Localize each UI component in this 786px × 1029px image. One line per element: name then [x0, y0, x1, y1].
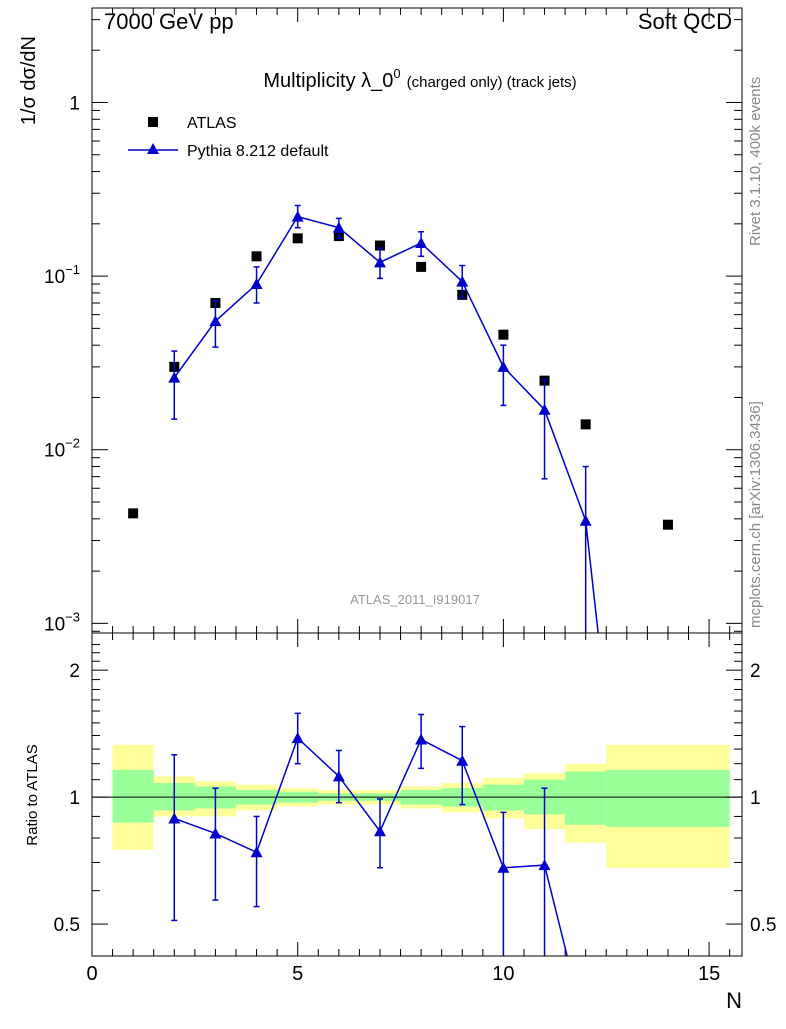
- main-y-tick-label: 10−3: [44, 609, 80, 635]
- pythia-data-point: [250, 278, 263, 290]
- atlas-data-point: [416, 261, 427, 272]
- ratio-plot-frame: [91, 632, 743, 957]
- ratio-data-point: [497, 861, 510, 873]
- ratio-data-point: [373, 825, 386, 837]
- ratio-inner-band-bin: [112, 769, 154, 823]
- main-plot-frame: [91, 7, 743, 634]
- ratio-series: [168, 712, 568, 956]
- main-y-tick-label: 10−2: [44, 436, 80, 462]
- main-y-axis-label: 1/σ dσ/dN: [18, 36, 40, 125]
- pythia-data-point: [373, 256, 386, 268]
- pythia-data-point: [291, 210, 304, 222]
- pythia-series: [168, 204, 599, 633]
- pythia-data-point: [415, 237, 428, 249]
- analysis-watermark: ATLAS_2011_I919017: [350, 592, 480, 607]
- legend-pythia-marker: [147, 143, 159, 154]
- axes-ticks: [91, 8, 742, 956]
- ratio-y-axis-label: Ratio to ATLAS: [24, 744, 41, 845]
- ratio-data-point: [415, 733, 428, 745]
- pythia-data-point: [538, 403, 551, 415]
- pythia-data-point: [579, 514, 592, 526]
- plot-title-sub: (charged only) (track jets): [407, 74, 577, 91]
- ratio-uncertainty-bands: [92, 744, 742, 868]
- pythia-data-point: [168, 371, 181, 383]
- x-tick-label: 5: [292, 963, 303, 985]
- pythia-line: [173, 215, 599, 633]
- ratio-data-point: [456, 754, 469, 766]
- x-tick-label: 10: [492, 963, 514, 985]
- x-tick-label: 15: [698, 963, 720, 985]
- ratio-data-point: [291, 732, 304, 744]
- atlas-data-point: [498, 329, 509, 340]
- main-y-tick-label: 10−1: [44, 262, 80, 288]
- pythia-data-point: [209, 315, 222, 327]
- ratio-y-tick-label-right: 2: [750, 661, 761, 682]
- legend-atlas-label: ATLAS: [187, 115, 237, 132]
- x-axis-label: N: [726, 988, 742, 1013]
- pythia-data-point: [332, 221, 345, 233]
- atlas-data-point: [292, 233, 303, 244]
- ratio-y-tick-label-right: 1: [750, 788, 761, 809]
- legend-atlas-marker: [148, 117, 158, 127]
- ratio-y-tick-label-right: 0.5: [750, 915, 776, 936]
- pythia-data-point: [497, 360, 510, 372]
- data-marks: [128, 204, 673, 956]
- ratio-inner-band-bin: [565, 771, 607, 825]
- ratio-data-point: [209, 827, 222, 839]
- ratio-data-point: [168, 812, 181, 824]
- plot-title-sup: 0: [393, 66, 400, 81]
- atlas-data-point: [662, 519, 673, 530]
- atlas-data-point: [580, 419, 591, 430]
- atlas-data-point: [128, 508, 139, 519]
- ratio-data-point: [250, 846, 263, 858]
- plot-title: Multiplicity λ_00 (charged only) (track j…: [263, 66, 576, 92]
- ratio-inner-band-bin: [606, 769, 730, 827]
- legend: ATLAS Pythia 8.212 default: [128, 115, 329, 160]
- header-category-label: Soft QCD: [638, 9, 732, 34]
- atlas-data-point: [251, 251, 262, 262]
- plot-title-main: Multiplicity λ_0: [263, 70, 393, 92]
- pythia-data-point: [456, 275, 469, 287]
- ratio-y-tick-label-left: 1: [69, 788, 80, 809]
- ratio-data-point: [332, 770, 345, 782]
- tick-labels: 0 5 10 15 10−3 10−2 10−1 1 0.5 0.5 1 1 2 2: [44, 93, 776, 985]
- main-y-tick-label: 1: [69, 93, 80, 114]
- x-tick-label: 0: [86, 963, 97, 985]
- atlas-data-point: [374, 240, 385, 251]
- ratio-data-point: [538, 859, 551, 871]
- legend-pythia-label: Pythia 8.212 default: [187, 143, 329, 160]
- mcplots-label: mcplots.cern.ch [arXiv:1306.3436]: [747, 401, 764, 628]
- ratio-y-tick-label-left: 0.5: [54, 915, 80, 936]
- ratio-y-tick-label-left: 2: [69, 661, 80, 682]
- rivet-version-label: Rivet 3.1.10, 400k events: [747, 77, 764, 246]
- header-energy-label: 7000 GeV pp: [104, 9, 234, 34]
